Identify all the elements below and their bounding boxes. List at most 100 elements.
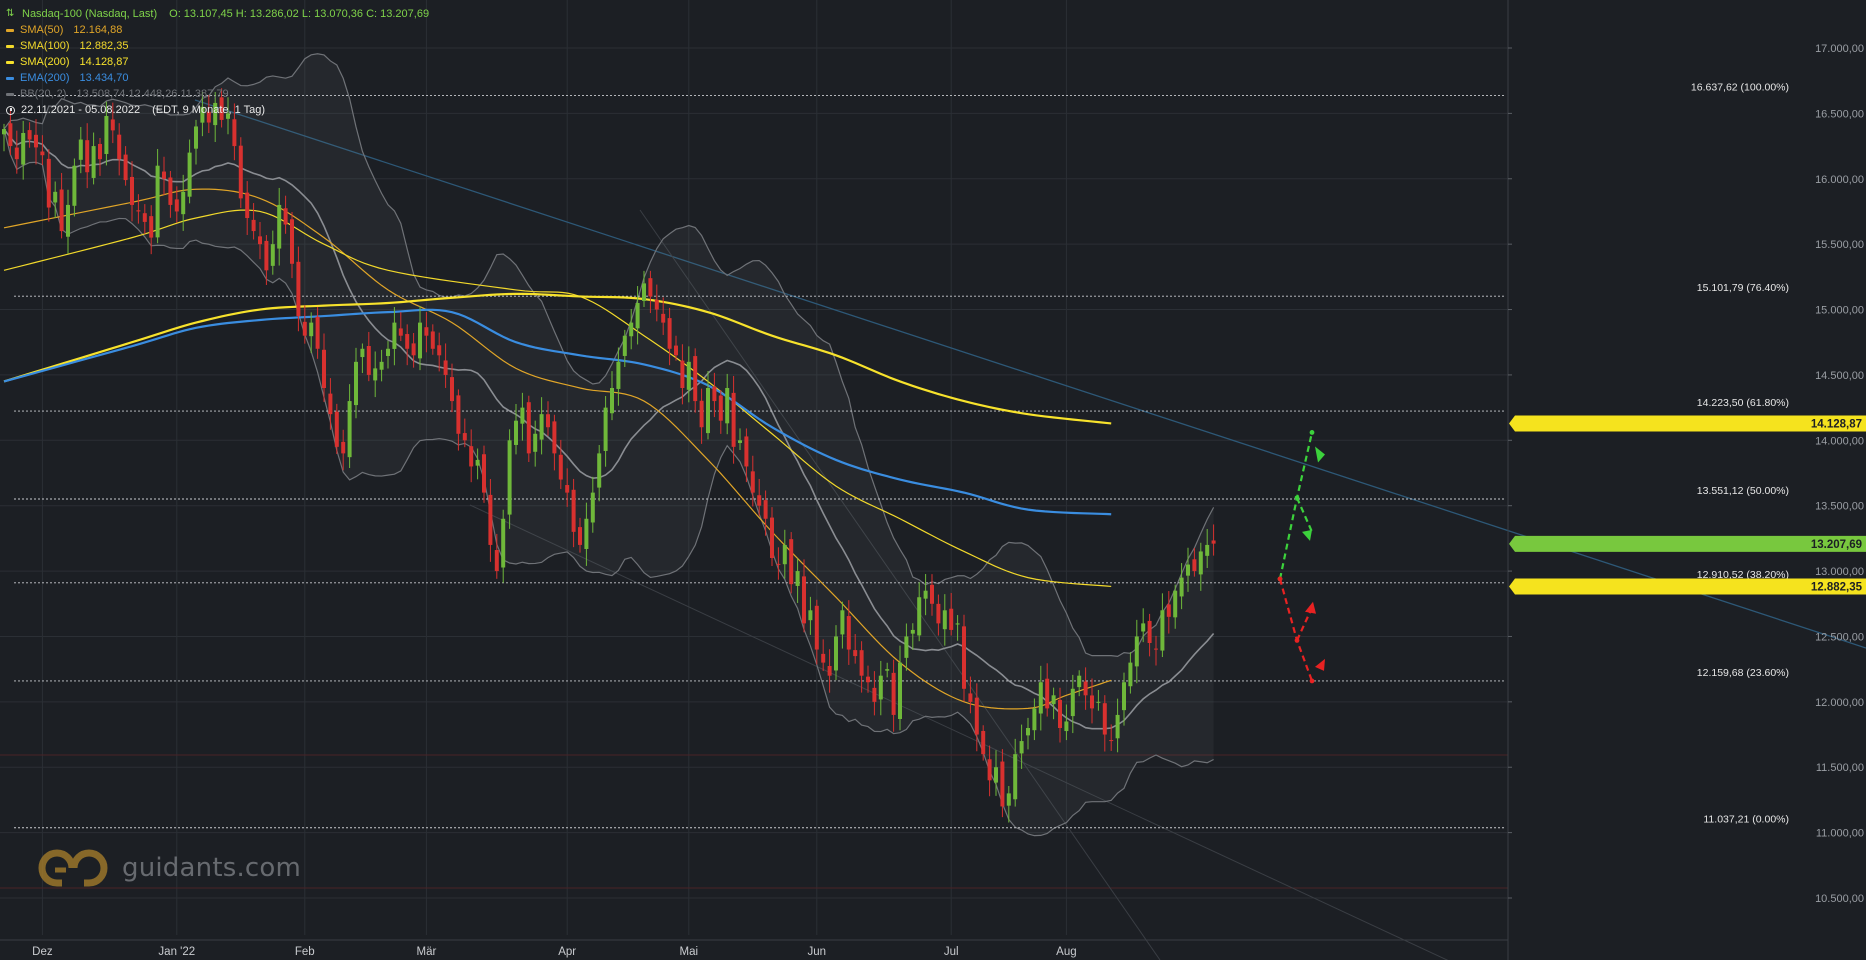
watermark: guidants.com — [38, 848, 301, 888]
candle-body — [392, 322, 397, 349]
candle-body — [802, 576, 806, 624]
legend-item[interactable]: BB(20, 2) 13.508,74 12.448,26 11.387,79 — [6, 86, 429, 102]
legend-item-value: 12.882,35 — [79, 40, 129, 52]
candle-body — [987, 759, 992, 781]
candle-body — [494, 550, 499, 572]
arrowhead — [1302, 529, 1312, 541]
candle-body — [168, 177, 173, 205]
legend-swatch — [6, 92, 14, 96]
legend-item[interactable]: SMA(50) 12.164,88 — [6, 22, 429, 38]
candle-body — [584, 518, 589, 549]
candle-body — [110, 119, 115, 131]
candle-body — [526, 402, 531, 454]
forecast-down-branch — [1296, 607, 1313, 641]
candle-body — [366, 346, 371, 375]
candle-body — [283, 208, 288, 225]
candle-body — [270, 244, 275, 266]
candle-body — [770, 517, 774, 558]
candle-body — [1026, 728, 1030, 736]
candle-body — [539, 414, 544, 440]
candle-body — [578, 527, 582, 545]
candle-body — [405, 334, 410, 349]
candle-body — [834, 636, 838, 671]
candle-body — [565, 485, 570, 493]
bollinger-bands — [3, 53, 1215, 837]
x-axis[interactable]: Dez Jan '22 Feb Mär Apr Mai Jun Jul Aug — [0, 939, 1508, 958]
candle-body — [130, 176, 134, 205]
arrowhead — [1305, 601, 1316, 614]
candle-body — [91, 146, 96, 178]
legend-item[interactable]: EMA(200) 13.434,70 — [6, 70, 429, 86]
candle-body — [1198, 551, 1203, 575]
candle-body — [200, 106, 205, 123]
candle-body — [1186, 564, 1190, 576]
candle-body — [552, 421, 557, 454]
candle-body — [1064, 721, 1069, 732]
fib-label: 12.910,52 (38.20%) — [1697, 569, 1789, 581]
candle-body — [974, 697, 979, 735]
legend-item[interactable]: SMA(200) 14.128,87 — [6, 54, 429, 70]
date-range[interactable]: 22.11.2021 - 05.08.2022 — [21, 104, 141, 116]
candle-body — [309, 322, 314, 337]
price-tag-bg — [1509, 535, 1866, 552]
chart-icon: ⇅ — [6, 8, 15, 19]
chart-legend: ⇅ Nasdaq-100 (Nasdaq, Last) O: 13.107,45… — [6, 6, 429, 118]
legend-swatch — [6, 28, 14, 32]
legend-item[interactable]: SMA(100) 12.882,35 — [6, 38, 429, 54]
candle-body — [942, 610, 947, 630]
candle-body — [296, 261, 301, 317]
legend-item-value: 12.164,88 — [73, 24, 123, 36]
candle-body — [418, 322, 422, 359]
candle-body — [34, 134, 38, 148]
candle-body — [821, 653, 826, 663]
candle-body — [712, 386, 717, 402]
candle-body — [693, 356, 698, 402]
fib-label: 11.037,21 (0.00%) — [1703, 814, 1789, 826]
candle-body — [910, 629, 915, 634]
candle-body — [136, 210, 141, 212]
candle-body — [654, 299, 659, 310]
bb-middle — [3, 128, 1215, 730]
candle-body — [571, 489, 576, 532]
candle-body — [117, 134, 122, 160]
candle-body — [898, 662, 902, 719]
instrument-title[interactable]: Nasdaq-100 (Nasdaq, Last) — [22, 8, 158, 20]
candle-body — [123, 154, 128, 181]
forecast-up-point — [1309, 430, 1315, 435]
legend-item-name: EMA(200) — [20, 72, 70, 84]
candle-body — [616, 361, 621, 389]
legend-swatch — [6, 60, 14, 64]
candle-body — [450, 377, 454, 402]
legend-date-row: 22.11.2021 - 05.08.2022 (EDT, 9 Monate, … — [6, 102, 429, 118]
y-tick-label: 13.500,00 — [1815, 501, 1864, 513]
price-tag-label: 13.207,69 — [1811, 539, 1862, 551]
candle-body — [1051, 695, 1056, 705]
candle-body — [379, 361, 384, 370]
trend-line-lower — [469, 504, 1449, 960]
candle-body — [866, 676, 870, 683]
fibonacci-levels: 16.637,62 (100.00%) 15.101,79 (76.40%) 14.… — [14, 81, 1789, 829]
candle-body — [776, 563, 781, 565]
y-tick-label: 15.500,00 — [1815, 239, 1864, 251]
forecast-up-branch — [1295, 497, 1314, 533]
bb-fill — [4, 53, 1214, 836]
candle-body — [859, 650, 864, 676]
candle-body — [1070, 688, 1075, 717]
fib-label: 14.223,50 (61.80%) — [1697, 397, 1789, 409]
candle-body — [443, 360, 448, 375]
candle-body — [334, 411, 339, 447]
candle-body — [635, 303, 640, 329]
candle-body — [277, 204, 282, 249]
candle-body — [1141, 623, 1146, 632]
candle-body — [1102, 703, 1107, 735]
y-tick-label: 12.000,00 — [1815, 697, 1864, 709]
candles[interactable] — [2, 88, 1216, 823]
y-axis[interactable]: 10.500,00 11.000,00 11.500,00 12.000,00 12.5… — [1507, 0, 1864, 960]
candle-body — [558, 454, 563, 480]
candle-body — [245, 192, 250, 218]
candle-body — [155, 165, 160, 238]
x-tick-label: Mär — [416, 946, 436, 958]
candle-body — [53, 191, 58, 203]
